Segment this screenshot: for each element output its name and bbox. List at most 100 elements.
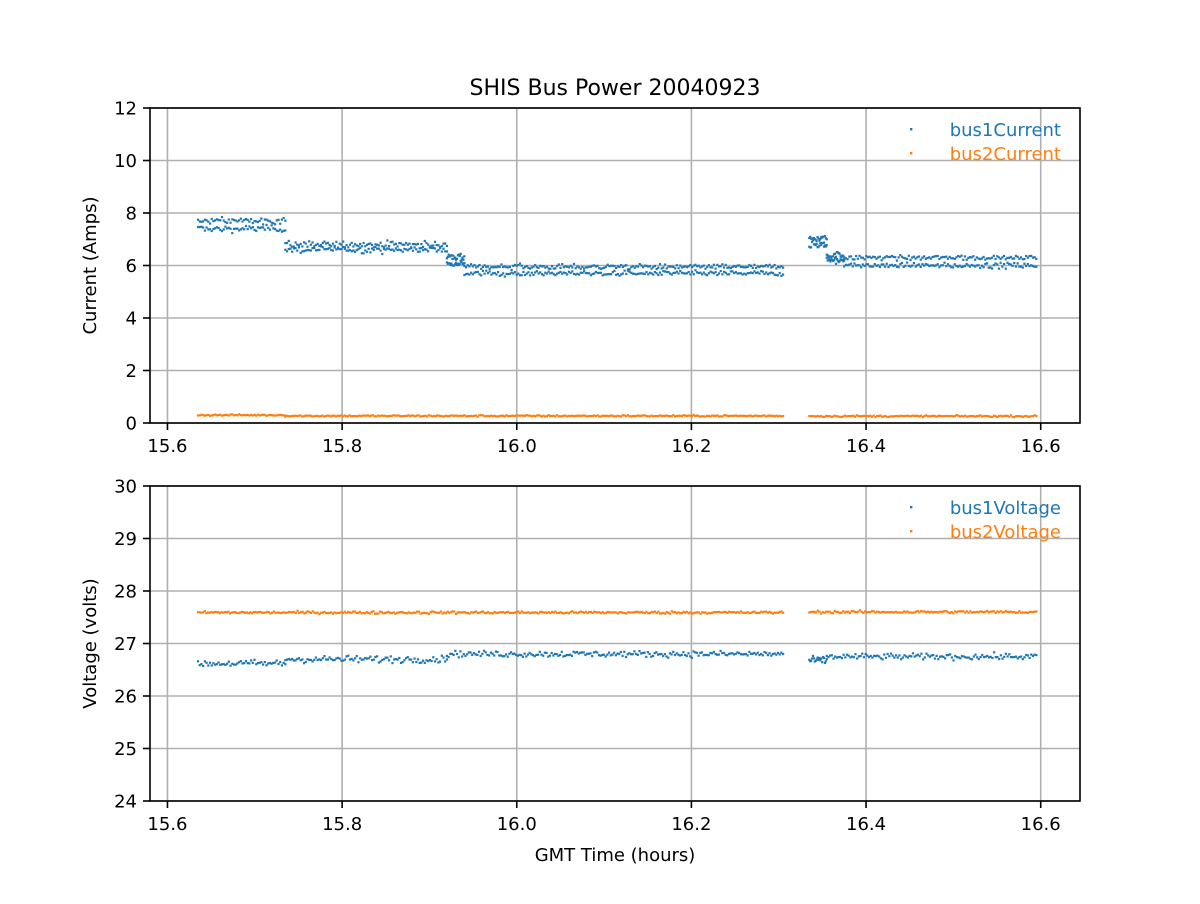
data-point	[818, 610, 821, 613]
data-point	[426, 612, 429, 615]
data-point	[447, 253, 450, 256]
data-point	[1011, 264, 1014, 267]
data-point	[330, 248, 333, 252]
data-point	[982, 611, 985, 614]
data-point	[606, 273, 609, 276]
data-point	[342, 245, 345, 249]
data-point	[478, 263, 481, 267]
data-point	[979, 258, 982, 261]
data-point	[515, 653, 518, 657]
data-point	[272, 222, 275, 225]
data-point	[844, 263, 848, 266]
data-point	[307, 414, 311, 417]
data-point	[432, 610, 436, 613]
data-point	[542, 611, 545, 614]
data-point	[460, 261, 463, 264]
data-point	[887, 415, 891, 419]
data-point	[1018, 415, 1021, 418]
data-point	[775, 611, 778, 614]
data-point	[522, 267, 525, 270]
data-point	[399, 242, 403, 245]
data-point	[690, 612, 694, 615]
data-point	[409, 612, 412, 615]
data-point	[884, 656, 888, 659]
data-point	[534, 271, 537, 274]
data-point	[562, 612, 566, 615]
data-point	[826, 254, 829, 257]
data-point	[280, 218, 284, 221]
data-point	[534, 611, 537, 614]
data-point	[603, 273, 606, 276]
data-point	[940, 415, 943, 418]
data-point	[899, 263, 902, 266]
data-point	[284, 415, 287, 418]
data-point	[1019, 265, 1023, 268]
data-point	[834, 655, 837, 658]
data-point	[220, 230, 224, 233]
data-point	[581, 271, 584, 274]
data-point	[347, 654, 350, 657]
data-point	[667, 611, 670, 614]
data-point	[544, 611, 547, 614]
data-point	[602, 653, 606, 656]
data-point	[512, 611, 515, 615]
data-point	[549, 267, 552, 270]
data-point	[390, 611, 394, 615]
data-point	[491, 652, 494, 655]
data-point	[394, 242, 397, 245]
data-point	[445, 244, 448, 248]
data-point	[991, 267, 994, 270]
data-point	[647, 265, 650, 268]
data-point	[285, 414, 289, 417]
data-point	[442, 415, 446, 418]
data-point	[454, 414, 457, 417]
data-point	[253, 658, 256, 661]
data-point	[361, 414, 365, 417]
data-point	[819, 237, 822, 241]
data-point	[382, 612, 385, 615]
data-point	[970, 414, 974, 418]
data-point	[503, 275, 506, 278]
data-point	[386, 656, 389, 659]
data-point	[594, 611, 598, 614]
data-point	[411, 612, 414, 615]
data-point	[818, 244, 821, 247]
data-point	[684, 653, 687, 657]
data-point	[444, 612, 447, 615]
data-point	[369, 655, 372, 658]
data-point	[468, 265, 471, 268]
data-point	[502, 272, 505, 275]
data-point	[234, 611, 237, 614]
data-point	[203, 610, 206, 613]
y-tick-label: 4	[126, 309, 137, 330]
data-point	[672, 414, 675, 417]
data-point	[316, 242, 319, 246]
data-point	[1001, 611, 1004, 614]
data-point	[308, 249, 311, 252]
data-point	[607, 651, 611, 654]
data-point	[461, 655, 464, 658]
data-point	[946, 263, 950, 266]
data-point	[704, 611, 707, 614]
data-point	[212, 611, 215, 614]
data-point	[280, 230, 284, 233]
data-point	[615, 273, 618, 276]
data-point	[579, 651, 582, 654]
data-point	[542, 265, 545, 268]
data-point	[461, 256, 464, 259]
data-point	[640, 414, 643, 417]
data-point	[631, 272, 635, 275]
data-point	[628, 652, 631, 655]
data-point	[231, 218, 234, 221]
data-point	[279, 413, 282, 416]
data-point	[739, 610, 743, 613]
data-point	[814, 659, 817, 662]
data-point	[236, 414, 239, 417]
data-point	[292, 245, 295, 248]
data-point	[224, 663, 227, 667]
data-point	[357, 661, 360, 664]
data-point	[523, 414, 527, 417]
data-point	[545, 415, 548, 418]
data-point	[550, 265, 554, 268]
data-point	[886, 652, 889, 656]
